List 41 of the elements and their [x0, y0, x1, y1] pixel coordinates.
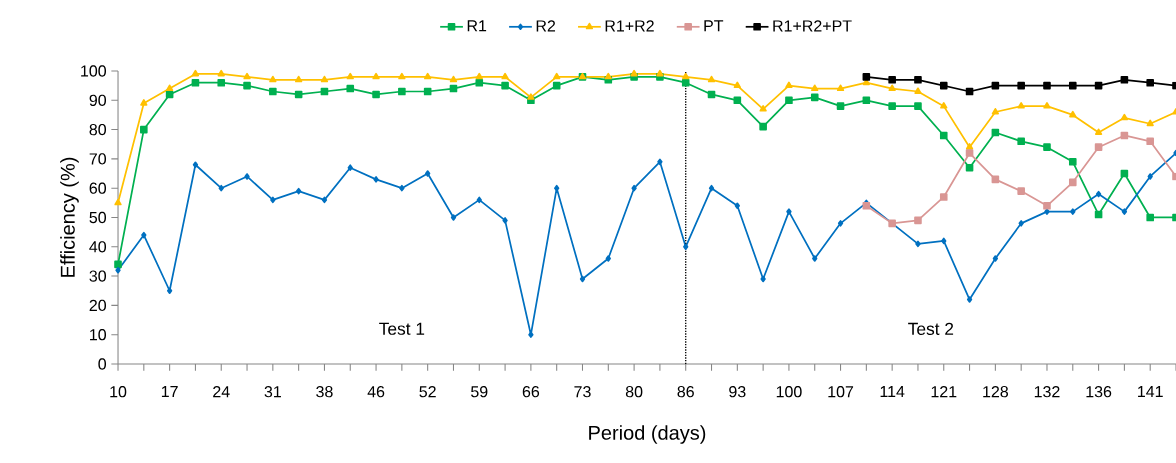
x-tick-label: 31: [264, 386, 281, 398]
x-tick-label: 52: [419, 386, 436, 398]
x-axis-title: Period (days): [589, 425, 706, 444]
legend-label: R1+R2+PT: [773, 20, 852, 32]
x-tick-label: 38: [316, 386, 333, 398]
x-tick-label: 121: [931, 386, 957, 398]
y-tick-label: 80: [89, 123, 107, 136]
y-tick-label: 40: [89, 241, 107, 253]
x-tick-label: 136: [1086, 386, 1112, 398]
annotation: Test 1: [379, 322, 425, 335]
x-tick-label: 24: [213, 386, 230, 398]
x-tick-label: 59: [471, 386, 488, 398]
legend-label: R1: [467, 20, 487, 32]
annotation: Test 2: [908, 322, 954, 335]
x-tick-label: 93: [729, 386, 746, 398]
x-tick-label: 80: [625, 386, 643, 398]
y-tick-label: 10: [90, 329, 107, 341]
y-tick-label: 30: [89, 270, 107, 282]
x-tick-label: 141: [1138, 386, 1163, 398]
legend-label: R1+R2: [605, 20, 654, 32]
x-tick-label: 128: [983, 386, 1009, 398]
y-axis-title: Efficiency (%): [60, 157, 79, 277]
legend-label: R2: [536, 20, 556, 32]
x-tick-label: 17: [161, 386, 178, 398]
x-tick-label: 100: [776, 386, 802, 398]
y-tick-label: 90: [89, 94, 107, 106]
x-tick-label: 46: [367, 386, 385, 398]
y-tick-label: 100: [81, 65, 107, 77]
x-tick-label: 66: [522, 386, 540, 398]
y-tick-label: 20: [89, 299, 107, 312]
x-tick-label: 114: [880, 386, 905, 398]
x-tick-label: 107: [828, 386, 854, 398]
x-tick-label: 73: [574, 386, 591, 398]
y-tick-label: 60: [89, 182, 107, 194]
y-tick-label: 70: [89, 153, 107, 165]
x-tick-label: 10: [110, 386, 127, 398]
y-tick-label: 50: [89, 211, 107, 224]
legend-label: PT: [704, 20, 724, 32]
y-tick-label: 0: [98, 358, 107, 370]
x-tick-label: 86: [677, 386, 694, 398]
x-tick-label: 132: [1034, 386, 1060, 398]
